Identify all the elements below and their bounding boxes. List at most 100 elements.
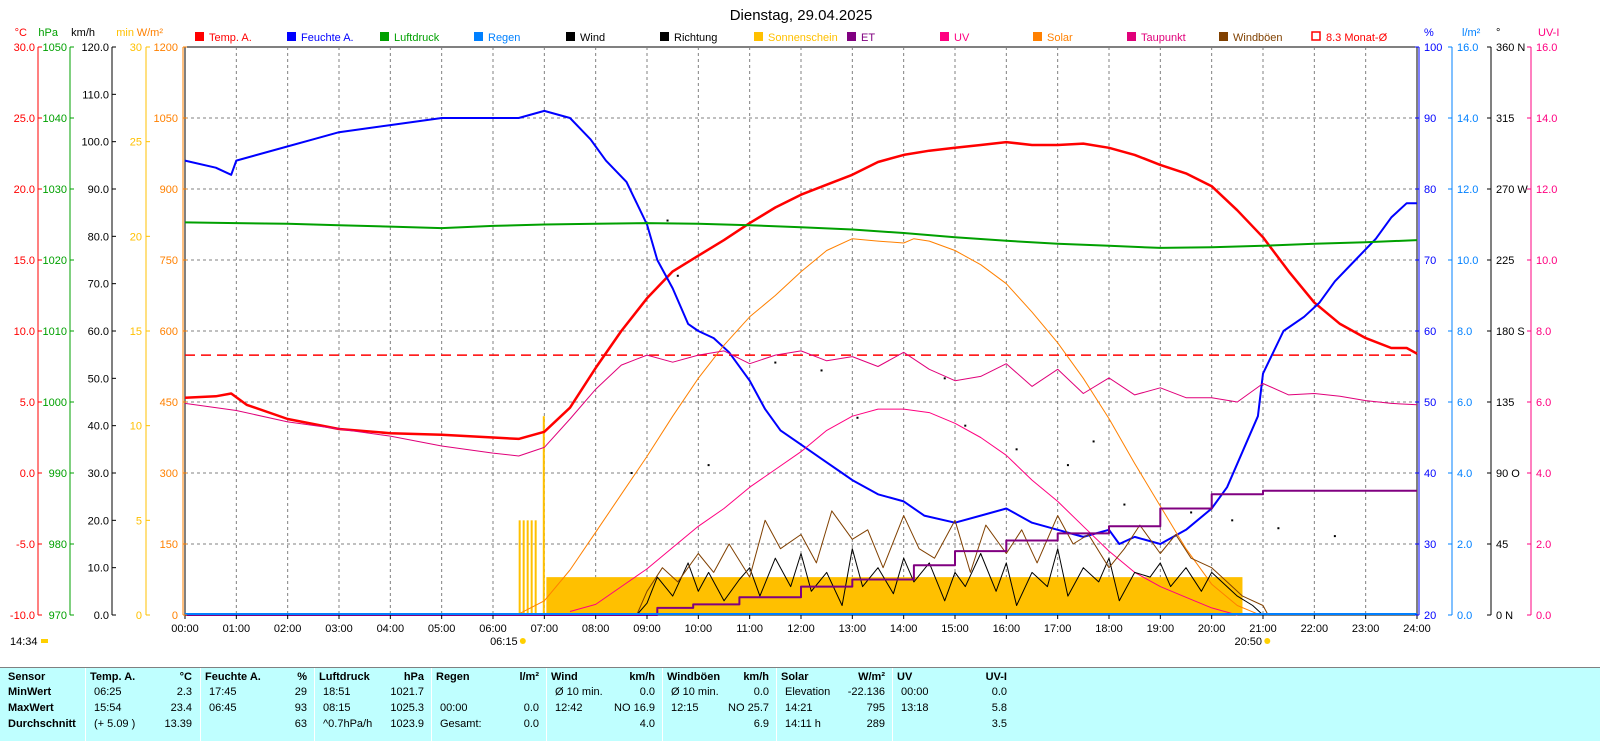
axis-tick-label-temp: -5.0 <box>16 539 35 551</box>
axis-tick-label-hum: 70 <box>1424 255 1436 267</box>
axis-tick-label-wind: 40.0 <box>88 421 109 433</box>
x-tick-label: 20:00 <box>1198 623 1226 635</box>
axis-tick-label-uv: 4.0 <box>1536 468 1551 480</box>
stats-cell-value: 6.9 <box>753 718 769 730</box>
axis-unit-dir: ° <box>1496 27 1500 39</box>
x-tick-label: 07:00 <box>531 623 559 635</box>
legend-swatch <box>1219 32 1228 41</box>
x-tick-label: 08:00 <box>582 623 610 635</box>
stats-column-name: UV <box>897 671 913 683</box>
x-tick-label: 17:00 <box>1044 623 1072 635</box>
stats-cell-value: 13.39 <box>164 718 192 730</box>
column-separator <box>431 668 432 741</box>
stats-cell-label: (+ 5.09 ) <box>94 718 136 730</box>
axis-tick-label-hum: 90 <box>1424 113 1436 125</box>
axis-tick-label-rain: 4.0 <box>1457 468 1472 480</box>
axis-tick-label-press: 1010 <box>43 326 67 338</box>
series-line-luftdruck <box>184 221 1418 249</box>
axis-tick-label-uv: 12.0 <box>1536 184 1557 196</box>
axis-tick-label-wind: 120.0 <box>81 42 109 54</box>
legend-swatch <box>660 32 669 41</box>
stats-column-name: Temp. A. <box>90 671 136 683</box>
x-tick-label: 14:00 <box>890 623 918 635</box>
axis-tick-label-wind: 80.0 <box>88 231 109 243</box>
stats-cell-value: 3.5 <box>991 718 1007 730</box>
axis-tick-label-wind: 100.0 <box>81 137 109 149</box>
x-tick-label: 06:00 <box>479 623 507 635</box>
axis-tick-label-uv: 6.0 <box>1536 397 1551 409</box>
stats-cell-label: 00:00 <box>440 702 468 714</box>
series-lines <box>184 109 1418 616</box>
direction-point <box>856 416 859 419</box>
x-tick-label: 01:00 <box>223 623 251 635</box>
direction-point <box>1015 448 1018 451</box>
statistics-table: Sensor Temp. A. °C Feuchte A.% Luftdruck hPa… <box>0 667 1600 741</box>
stats-column-unit: °C <box>179 671 192 683</box>
legend-swatch <box>754 32 763 41</box>
legend-label: Wind <box>580 32 605 44</box>
axis-tick-label-sun: 15 <box>130 326 142 338</box>
legend-label: Taupunkt <box>1141 32 1186 44</box>
stats-cell-value: 0.0 <box>639 686 655 698</box>
stats-cell-value: 1023.9 <box>390 718 424 730</box>
stats-cell-value: NO 16.9 <box>614 702 655 714</box>
axis-tick-label-hum: 20 <box>1424 610 1436 622</box>
axis-tick-label-rain: 8.0 <box>1457 326 1472 338</box>
stats-cell-value: 1021.7 <box>390 686 424 698</box>
stats-cell-value: 0.0 <box>753 686 769 698</box>
stats-cell-value: NO 25.7 <box>728 702 769 714</box>
axis-tick-label-sun: 25 <box>130 137 142 149</box>
axis-tick-label-uv: 14.0 <box>1536 113 1557 125</box>
series-line-wind <box>636 548 1264 616</box>
axis-tick-label-solar: 1200 <box>154 42 178 54</box>
stats-column-name: Wind <box>551 671 578 683</box>
axis-tick-label-dir: 270 W <box>1496 184 1528 196</box>
legend-label: Luftdruck <box>394 32 440 44</box>
x-tick-label: 03:00 <box>325 623 353 635</box>
x-tick-label: 23:00 <box>1352 623 1380 635</box>
axis-tick-label-press: 1050 <box>43 42 67 54</box>
stats-cell-label: 14:21 <box>785 702 813 714</box>
x-tick-label: 05:00 <box>428 623 456 635</box>
sunset-icon <box>1264 638 1271 644</box>
axis-tick-label-solar: 750 <box>160 255 178 267</box>
stats-cell-label: Ø 10 min. <box>671 686 719 698</box>
legend-label: Sonnenschein <box>768 32 838 44</box>
stats-cell-label: Ø 10 min. <box>555 686 603 698</box>
axis-unit-uv: UV-I <box>1538 27 1559 39</box>
axis-tick-label-rain: 10.0 <box>1457 255 1478 267</box>
axis-tick-label-solar: 900 <box>160 184 178 196</box>
legend-label: UV <box>954 32 970 44</box>
axis-unit-rain: l/m² <box>1462 27 1481 39</box>
stats-cell-value: 5.8 <box>991 702 1007 714</box>
stats-cell-label: 12:15 <box>671 702 699 714</box>
axis-tick-label-sun: 30 <box>130 42 142 54</box>
current-time-label: 14:34 <box>10 636 38 648</box>
direction-point <box>943 377 946 380</box>
axis-tick-label-dir: 180 S <box>1496 326 1525 338</box>
axis-tick-label-temp: 5.0 <box>20 397 35 409</box>
axis-tick-label-solar: 0 <box>172 610 178 622</box>
legend-label: Feuchte A. <box>301 32 354 44</box>
column-separator <box>200 668 201 741</box>
series-line-taupunkt <box>184 350 1418 457</box>
axis-tick-label-sun: 20 <box>130 231 142 243</box>
axis-tick-label-hum: 50 <box>1424 397 1436 409</box>
axis-tick-label-uv: 10.0 <box>1536 255 1557 267</box>
x-tick-label: 24:00 <box>1403 623 1431 635</box>
axis-tick-label-wind: 90.0 <box>88 184 109 196</box>
x-tick-label: 10:00 <box>685 623 713 635</box>
stats-cell-value: 1025.3 <box>390 702 424 714</box>
axis-tick-label-solar: 1050 <box>154 113 178 125</box>
legend-swatch <box>847 32 856 41</box>
stats-column-unit: km/h <box>743 671 769 683</box>
stats-row-avg: Durchschnitt (+ 5.09 ) 13.39 63 ^0.7hPa/h 10… <box>0 717 1600 732</box>
axis-tick-label-temp: 30.0 <box>14 42 35 54</box>
direction-point <box>1066 464 1069 467</box>
column-separator <box>546 668 547 741</box>
axis-tick-label-solar: 300 <box>160 468 178 480</box>
legend-swatch <box>380 32 389 41</box>
sunshine-bar <box>526 520 529 615</box>
axis-tick-label-dir: 0 N <box>1496 610 1513 622</box>
direction-points <box>630 219 1336 538</box>
